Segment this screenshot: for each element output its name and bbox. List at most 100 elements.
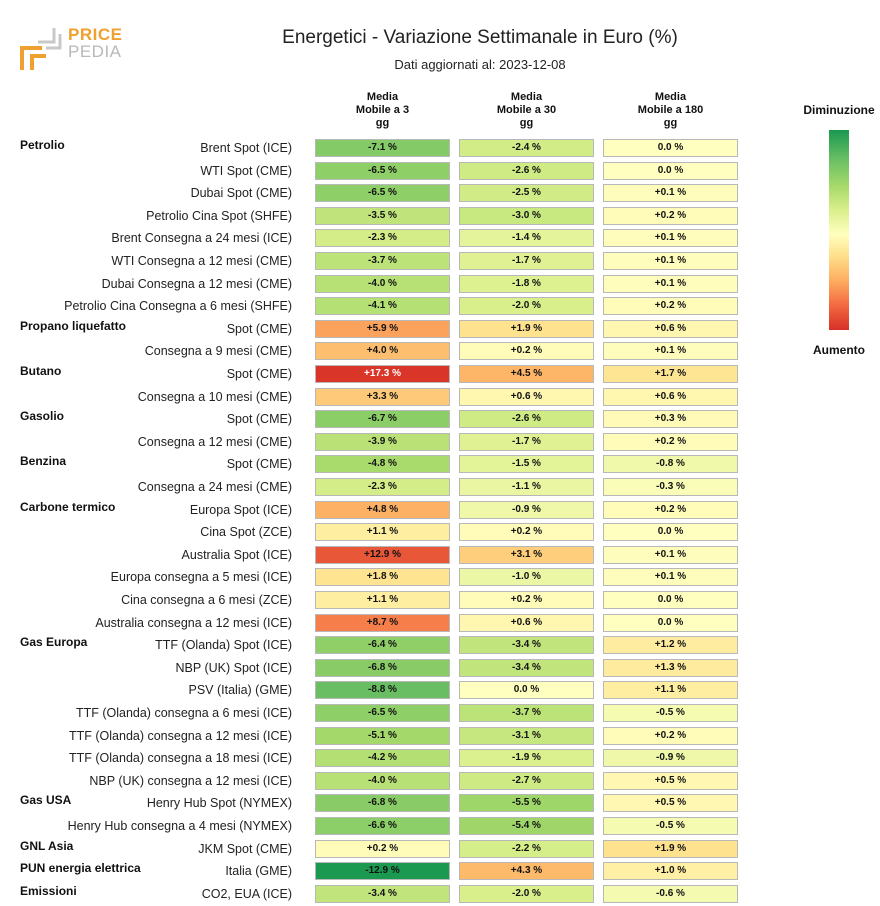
heatmap-cell: +3.3 % [315, 387, 450, 406]
group-label: Gas Europa [20, 635, 88, 650]
table-row: Consegna a 24 mesi (CME) -2.3 % -1.1 % -0.3… [0, 477, 880, 500]
group-label: Gasolio [20, 409, 65, 424]
heatmap-cell: +0.5 % [603, 771, 738, 790]
heatmap-cell: -6.7 % [315, 410, 450, 429]
row-label: Dubai Spot (CME) [190, 186, 292, 201]
table-row: Propano liquefatto Spot (CME) +5.9 % +1.9 %… [0, 319, 880, 342]
row-label: Consegna a 12 mesi (CME) [137, 434, 292, 449]
table-row: Petrolio Cina Spot (SHFE) -3.5 % -3.0 % +0.… [0, 206, 880, 229]
heatmap-cell: -6.5 % [315, 184, 450, 203]
heatmap-cell: -3.1 % [459, 726, 594, 745]
row-label: Petrolio Cina Consegna a 6 mesi (SHFE) [64, 299, 292, 314]
row-label: Consegna a 10 mesi (CME) [137, 389, 292, 404]
table-row: Australia Spot (ICE) +12.9 % +3.1 % +0.1 % [0, 545, 880, 568]
heatmap-cell: -1.1 % [459, 478, 594, 496]
heatmap-cell: 0.0 % [603, 523, 738, 542]
heatmap-cell: -8.8 % [315, 681, 450, 700]
heatmap-cell: -3.4 % [315, 884, 450, 903]
row-label: WTI Consegna a 12 mesi (CME) [111, 254, 292, 268]
group-label: Benzina [20, 454, 67, 469]
column-header-3gg: Media Mobile a 3 gg [355, 91, 410, 129]
row-label: WTI Spot (CME) [200, 163, 292, 178]
heatmap-cell: 0.0 % [603, 591, 738, 609]
row-label: Brent Spot (ICE) [200, 141, 292, 155]
heatmap-cell: -1.0 % [459, 568, 594, 587]
logo-text-price: PRICE [68, 25, 123, 44]
table-row: WTI Consegna a 12 mesi (CME) -3.7 % -1.7 %… [0, 251, 880, 274]
chart-title: Energetici - Variazione Settimanale in E… [282, 27, 678, 48]
heatmap-cell: +0.2 % [459, 591, 594, 609]
heatmap-cell: +1.1 % [315, 591, 450, 609]
table-row: Australia consegna a 12 mesi (ICE) +8.7 %… [0, 613, 880, 636]
heatmap-cell: -6.8 % [315, 658, 450, 677]
row-label: Spot (CME) [226, 321, 292, 336]
heatmap-cell: -12.9 % [315, 862, 450, 881]
table-row: Dubai Consegna a 12 mesi (CME) -4.0 % -1.8… [0, 274, 880, 297]
heatmap-cell: +4.3 % [459, 862, 594, 881]
heatmap-cell: 0.0 % [603, 161, 738, 180]
table-row: NBP (UK) Spot (ICE) -6.8 % -3.4 % +1.3 % [0, 658, 880, 681]
table-row: Consegna a 12 mesi (CME) -3.9 % -1.7 % +0.2… [0, 432, 880, 455]
heatmap-cell: 0.0 % [603, 613, 738, 632]
table-row: Gas Europa TTF (Olanda) Spot (ICE) -6.4 % -… [0, 635, 880, 658]
row-label: Italia (GME) [225, 864, 292, 879]
heatmap-cell: -1.5 % [459, 455, 594, 474]
heatmap-cell: -2.0 % [459, 884, 594, 903]
group-label: GNL Asia [20, 838, 74, 853]
group-label: Emissioni [20, 883, 77, 898]
heatmap-cell: +0.1 % [603, 568, 738, 587]
heatmap-cell: +0.2 % [459, 342, 594, 361]
heatmap-cell: -6.6 % [315, 817, 450, 835]
table-row: Petrolio Cina Consegna a 6 mesi (SHFE) -4… [0, 296, 880, 319]
heatmap-cell: +12.9 % [315, 545, 450, 564]
heatmap-cell: -2.2 % [459, 839, 594, 858]
group-label: PUN energia elettrica [20, 861, 141, 876]
table-row: Cina consegna a 6 mesi (ZCE) +1.1 % +0.2 %… [0, 590, 880, 613]
table-row: Carbone termico Europa Spot (ICE) +4.8 % -0… [0, 500, 880, 523]
heatmap-cell: -4.0 % [315, 274, 450, 293]
heatmap-cell: +0.6 % [603, 319, 738, 338]
column-header-30gg: Media Mobile a 30 gg [496, 91, 557, 129]
row-label: CO2, EUA (ICE) [201, 886, 292, 901]
heatmap-cell: -1.7 % [459, 252, 594, 270]
row-label: TTF (Olanda) consegna a 12 mesi (ICE) [69, 728, 292, 743]
row-label: Henry Hub Spot (NYMEX) [146, 796, 292, 811]
heatmap-cell: +0.1 % [603, 545, 738, 564]
table-row: TTF (Olanda) consegna a 18 mesi (ICE) -4.… [0, 748, 880, 771]
column-header-180gg: Media Mobile a 180 gg [637, 91, 704, 129]
row-label: Australia Spot (ICE) [181, 547, 292, 562]
row-label: Cina consegna a 6 mesi (ZCE) [121, 593, 292, 607]
heatmap-cell: +0.6 % [459, 387, 594, 406]
row-label: TTF (Olanda) Spot (ICE) [155, 638, 292, 653]
heatmap-cell: -1.8 % [459, 274, 594, 293]
pricepedia-logo: PRICE PEDIA [20, 26, 130, 74]
heatmap-cell: +0.1 % [603, 184, 738, 203]
table-row: Gas USA Henry Hub Spot (NYMEX) -6.8 % -5.5 … [0, 793, 880, 816]
heatmap-cell: -1.7 % [459, 432, 594, 451]
heatmap-cell: +0.2 % [315, 839, 450, 858]
table-row: Brent Consegna a 24 mesi (ICE) -2.3 % -1.4… [0, 228, 880, 251]
table-row: TTF (Olanda) consegna a 12 mesi (ICE) -5.… [0, 726, 880, 749]
row-label: Henry Hub consegna a 4 mesi (NYMEX) [67, 819, 292, 833]
heatmap-cell: -6.8 % [315, 794, 450, 813]
heatmap-cell: +0.1 % [603, 252, 738, 270]
row-label: Cina Spot (ZCE) [200, 525, 292, 540]
heatmap-cell: +0.1 % [603, 274, 738, 293]
heatmap-cell: +17.3 % [315, 365, 450, 383]
heatmap-cell: -2.6 % [459, 161, 594, 180]
heatmap-cell: +0.2 % [603, 726, 738, 745]
chart-subtitle: Dati aggiornati al: 2023-12-08 [394, 57, 566, 72]
logo-mark-icon [20, 28, 62, 70]
heatmap-cell: +1.3 % [603, 658, 738, 677]
heatmap-cell: +0.6 % [603, 387, 738, 406]
table-row: Cina Spot (ZCE) +1.1 % +0.2 % 0.0 % [0, 522, 880, 545]
row-label: Spot (CME) [226, 367, 292, 381]
heatmap-cell: -0.6 % [603, 884, 738, 903]
row-label: Petrolio Cina Spot (SHFE) [146, 208, 292, 223]
table-row: Butano Spot (CME) +17.3 % +4.5 % +1.7 % [0, 364, 880, 387]
heatmap-cell: -2.3 % [315, 478, 450, 496]
heatmap-cell: -1.4 % [459, 229, 594, 248]
row-label: Europa consegna a 5 mesi (ICE) [110, 570, 292, 585]
group-label: Propano liquefatto [20, 318, 126, 333]
group-label: Butano [20, 364, 62, 378]
